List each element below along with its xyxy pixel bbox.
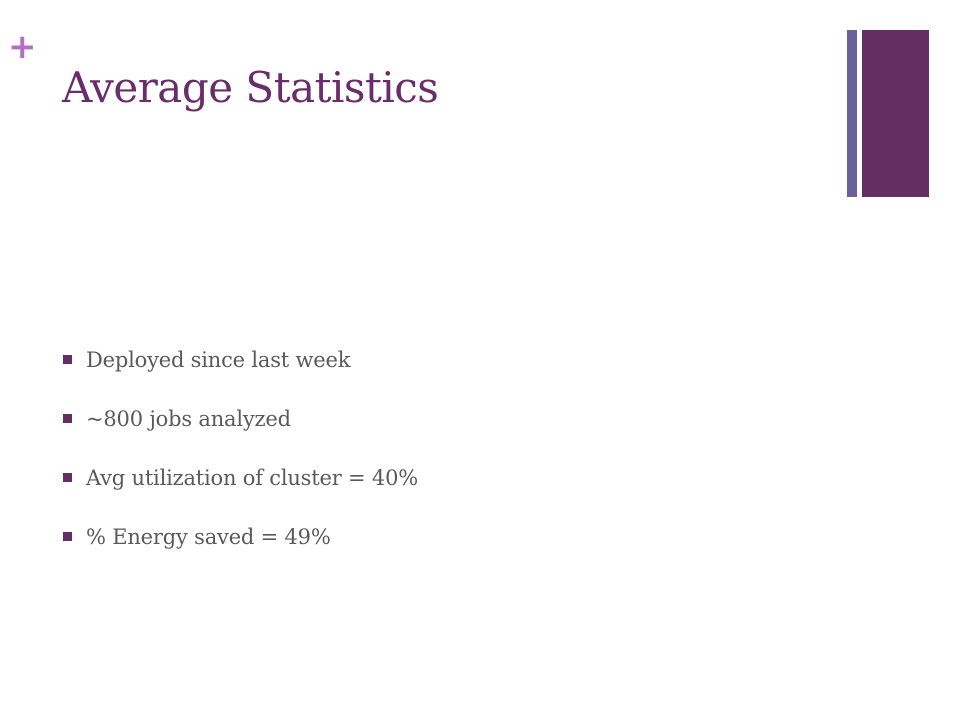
bullet-text: Deployed since last week xyxy=(86,347,351,372)
square-bullet-icon xyxy=(63,355,72,364)
square-bullet-icon xyxy=(63,473,72,482)
decorative-bar-thick xyxy=(862,30,929,197)
list-item: Deployed since last week xyxy=(63,330,418,389)
list-item: ~800 jobs analyzed xyxy=(63,389,418,448)
slide-title: Average Statistics xyxy=(62,63,439,112)
plus-icon: + xyxy=(8,27,37,67)
bullet-text: ~800 jobs analyzed xyxy=(86,406,291,431)
bullet-list: Deployed since last week ~800 jobs analy… xyxy=(63,330,418,566)
list-item: % Energy saved = 49% xyxy=(63,507,418,566)
square-bullet-icon xyxy=(63,414,72,423)
square-bullet-icon xyxy=(63,532,72,541)
list-item: Avg utilization of cluster = 40% xyxy=(63,448,418,507)
bullet-text: Avg utilization of cluster = 40% xyxy=(86,465,418,490)
decorative-bar-thin xyxy=(847,30,857,197)
bullet-text: % Energy saved = 49% xyxy=(86,524,331,549)
